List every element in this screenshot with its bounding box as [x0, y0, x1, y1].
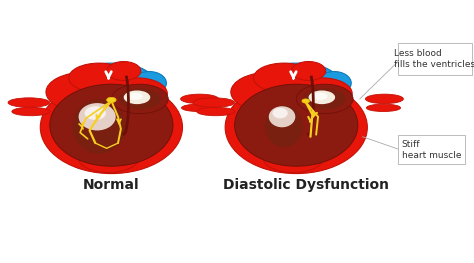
FancyBboxPatch shape	[398, 135, 465, 164]
Ellipse shape	[40, 81, 182, 174]
Circle shape	[302, 99, 310, 103]
Ellipse shape	[132, 72, 166, 95]
Ellipse shape	[124, 90, 150, 104]
Ellipse shape	[304, 88, 346, 109]
Ellipse shape	[292, 78, 352, 109]
Text: Diastolic Dysfunction: Diastolic Dysfunction	[223, 178, 389, 192]
Ellipse shape	[181, 94, 219, 104]
Ellipse shape	[366, 104, 401, 112]
Ellipse shape	[235, 84, 358, 166]
Ellipse shape	[292, 62, 326, 80]
Ellipse shape	[296, 84, 353, 114]
Ellipse shape	[269, 106, 295, 127]
Ellipse shape	[12, 107, 50, 116]
Ellipse shape	[119, 88, 161, 109]
Ellipse shape	[248, 68, 282, 168]
Ellipse shape	[78, 143, 139, 173]
Ellipse shape	[263, 143, 324, 173]
Circle shape	[107, 97, 116, 103]
Ellipse shape	[50, 84, 173, 166]
Ellipse shape	[79, 103, 116, 130]
Ellipse shape	[265, 105, 303, 147]
Ellipse shape	[46, 72, 126, 112]
Ellipse shape	[225, 81, 367, 174]
Ellipse shape	[365, 94, 403, 104]
Ellipse shape	[128, 93, 143, 100]
Ellipse shape	[69, 63, 129, 93]
Ellipse shape	[231, 72, 310, 112]
Ellipse shape	[107, 62, 141, 80]
Text: Stiff
heart muscle: Stiff heart muscle	[401, 140, 461, 160]
Ellipse shape	[193, 98, 235, 107]
Ellipse shape	[111, 84, 168, 114]
Ellipse shape	[273, 108, 288, 118]
Text: Normal: Normal	[83, 178, 140, 192]
Ellipse shape	[309, 90, 335, 104]
Ellipse shape	[317, 72, 351, 95]
Ellipse shape	[312, 93, 328, 100]
Ellipse shape	[85, 106, 106, 120]
Ellipse shape	[107, 78, 167, 109]
FancyBboxPatch shape	[398, 43, 472, 75]
Ellipse shape	[73, 99, 126, 154]
Ellipse shape	[182, 104, 216, 112]
Text: Less blood
fills the ventricles: Less blood fills the ventricles	[394, 49, 474, 69]
Ellipse shape	[8, 98, 50, 107]
Ellipse shape	[197, 107, 235, 116]
Ellipse shape	[72, 63, 151, 93]
Ellipse shape	[256, 63, 336, 93]
Ellipse shape	[63, 68, 97, 168]
Ellipse shape	[254, 63, 314, 93]
